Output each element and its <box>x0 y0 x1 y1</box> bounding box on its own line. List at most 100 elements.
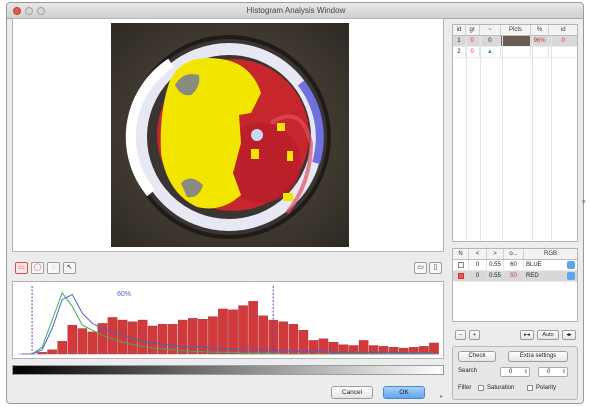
minimize-button[interactable] <box>25 7 33 15</box>
expand-button[interactable]: ◂▸ <box>562 330 576 340</box>
grid-line <box>502 36 503 241</box>
auto-button[interactable]: Auto <box>537 330 559 340</box>
row-color-label: BLUE <box>526 262 542 268</box>
stepper-arrows-icon[interactable]: ⇕ <box>523 369 528 375</box>
col-lt[interactable]: < <box>469 249 487 259</box>
row-gr: 0 <box>466 36 480 46</box>
pointer-tool[interactable]: ↖ <box>63 262 76 274</box>
histogram-bar <box>107 317 118 355</box>
histogram-chart: 60% <box>17 286 439 355</box>
title-bar[interactable]: Histogram Analysis Window <box>7 3 583 19</box>
color-select-icon[interactable] <box>567 272 575 280</box>
saturation-checkbox[interactable] <box>478 385 484 391</box>
row-checkbox[interactable] <box>453 271 469 281</box>
fit-button[interactable]: ▸◂ <box>520 330 534 340</box>
zoom-button[interactable] <box>37 7 45 15</box>
table-row[interactable]: 0 0.55 50 RED <box>453 271 577 282</box>
search-label: Search <box>458 368 478 374</box>
row-color[interactable]: RED <box>524 271 577 281</box>
view-right-button[interactable]: ▯ <box>429 262 442 274</box>
close-button[interactable] <box>13 7 21 15</box>
col-tilde[interactable]: ~ <box>480 25 502 35</box>
col-gr[interactable]: gr <box>466 25 480 35</box>
polarity-checkbox[interactable] <box>527 385 533 391</box>
table-row[interactable]: 1 0 0 96% 0 <box>453 36 577 47</box>
histogram-bar <box>178 319 188 355</box>
thumbnail[interactable] <box>501 36 531 46</box>
row-gr: 0 <box>466 47 480 57</box>
check-button[interactable]: Check <box>458 351 496 362</box>
thumbnail-empty <box>501 47 531 57</box>
grid-line <box>551 36 552 241</box>
col-o[interactable]: o... <box>504 249 524 259</box>
search-stepper-a[interactable]: 0 ⇕ <box>500 367 530 377</box>
row-id2 <box>549 47 577 57</box>
histogram-bar <box>218 308 228 355</box>
col-n[interactable]: N <box>453 249 469 259</box>
row-checkbox[interactable] <box>453 260 469 270</box>
row-color-label: RED <box>526 273 539 279</box>
histogram-panel[interactable]: 60% <box>12 281 444 359</box>
cancel-button[interactable]: Cancel <box>331 386 373 399</box>
histogram-bar <box>117 319 128 355</box>
row-b: 60 <box>504 260 524 270</box>
col-gt[interactable]: > <box>487 249 504 259</box>
histogram-bar <box>188 318 198 355</box>
cell-image-drawing <box>111 23 349 247</box>
panel-scroll-arrow-icon[interactable]: ▾ <box>582 199 586 206</box>
row-id: 1 <box>453 36 466 46</box>
rect-select-tool[interactable]: ▭ <box>15 262 28 274</box>
window-title: Histogram Analysis Window <box>246 6 346 15</box>
search-b-value: 0 <box>547 369 551 375</box>
col-id2[interactable]: id <box>560 27 566 33</box>
search-stepper-b[interactable]: 0 ⇕ <box>538 367 568 377</box>
row-n: 0 <box>469 271 487 281</box>
remove-row-button[interactable]: – <box>455 330 466 340</box>
histogram-bar <box>258 315 268 355</box>
row-color[interactable]: BLUE <box>524 260 577 270</box>
stepper-arrows-icon[interactable]: ⇕ <box>561 369 566 375</box>
add-row-button[interactable]: + <box>469 330 480 340</box>
ellipse-select-tool[interactable]: ◯ <box>31 262 44 274</box>
lasso-select-tool[interactable]: ◌ <box>47 262 60 274</box>
histogram-bar <box>77 328 88 355</box>
histogram-bar <box>57 341 67 355</box>
ok-button[interactable]: OK <box>383 386 425 399</box>
intensity-gradient-bar <box>12 365 444 375</box>
histogram-bar <box>248 301 258 355</box>
search-a-value: 0 <box>509 369 513 375</box>
histogram-line-blue <box>22 293 434 355</box>
row-n: 0 <box>469 260 487 270</box>
grid-line <box>480 36 481 241</box>
histogram-bar <box>238 305 248 355</box>
picture-list-table[interactable]: id gr ~ Picts % id 1 0 0 96% 0 2 0 ▲ <box>452 24 578 242</box>
table-row[interactable]: 2 0 ▲ <box>453 47 577 58</box>
histogram-bar <box>298 330 309 355</box>
table-row[interactable]: 0 0.55 60 BLUE <box>453 260 577 271</box>
histogram-annotation: 60% <box>117 291 131 298</box>
view-left-button[interactable]: ▭ <box>414 262 427 274</box>
threshold-table[interactable]: N < > o... RGB 0 0.55 60 BLUE 0 0.55 50 … <box>452 248 578 322</box>
histogram-bar <box>198 319 208 355</box>
resize-arrow-icon: ▸ <box>440 394 444 400</box>
col-rgb[interactable]: RGB <box>543 251 557 257</box>
extra-settings-button[interactable]: Extra settings <box>508 351 568 362</box>
row-a: 0.55 <box>487 260 504 270</box>
histogram-bar <box>278 321 289 355</box>
histogram-bar <box>228 309 238 355</box>
row-b: 50 <box>504 271 524 281</box>
saturation-label: Saturation <box>487 385 515 391</box>
grid-line <box>466 36 467 241</box>
filter-label: Filter <box>458 385 472 391</box>
row-toggle[interactable]: ▲ <box>480 47 502 57</box>
color-select-icon[interactable] <box>567 261 575 269</box>
col-percent[interactable]: % <box>531 25 550 35</box>
image-viewer[interactable] <box>12 18 444 252</box>
histogram-bar <box>137 319 148 355</box>
row-toggle[interactable]: 0 <box>480 36 502 46</box>
histogram-bar <box>308 340 319 355</box>
row-percent <box>531 47 550 57</box>
analysis-image[interactable] <box>111 23 349 247</box>
col-id[interactable]: id <box>453 25 466 35</box>
col-picts[interactable]: Picts <box>501 25 531 35</box>
